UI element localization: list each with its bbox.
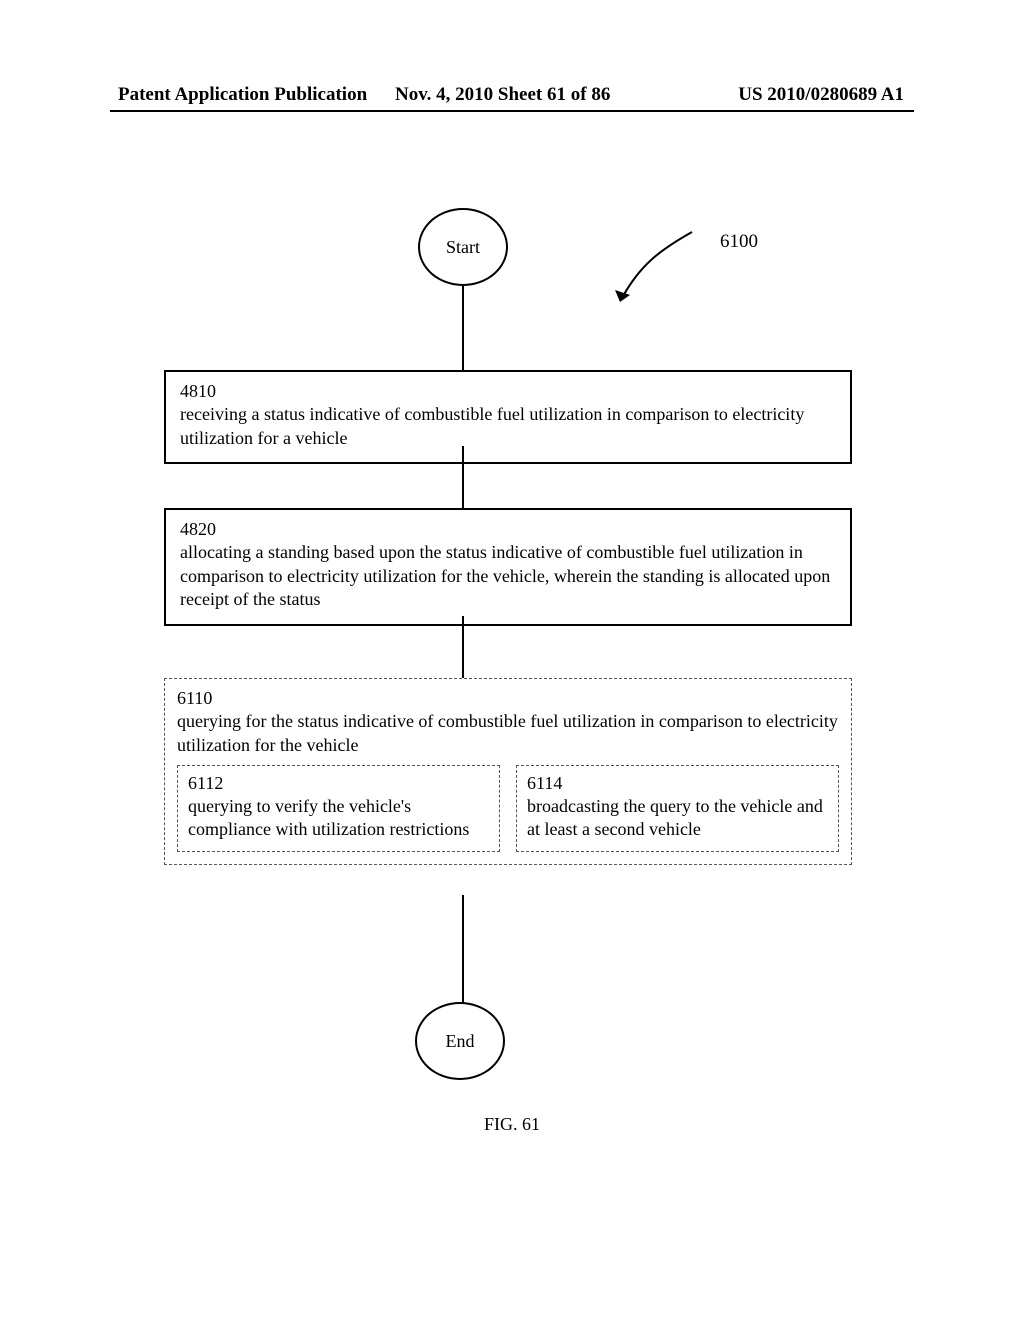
connector-line [462,446,464,508]
step-number: 4810 [180,380,836,403]
step-4820: 4820 allocating a standing based upon th… [164,508,852,626]
reference-arrow-icon [610,225,720,315]
flowchart-diagram: Start 6100 4810 receiving a status indic… [0,0,1024,1320]
connector-line [462,286,464,370]
end-label: End [446,1031,475,1052]
step-number: 4820 [180,518,836,541]
step-text: receiving a status indicative of combust… [180,403,836,450]
connector-line [462,895,464,1003]
step-text: querying to verify the vehicle's complia… [188,795,489,841]
step-text: querying for the status indicative of co… [177,710,839,757]
step-text: broadcasting the query to the vehicle an… [527,795,828,841]
step-4810: 4810 receiving a status indicative of co… [164,370,852,464]
start-label: Start [446,237,480,258]
step-number: 6112 [188,772,489,795]
step-text: allocating a standing based upon the sta… [180,541,836,611]
patent-page: Patent Application Publication Nov. 4, 2… [0,0,1024,1320]
start-node: Start [418,208,508,286]
sub-step-row: 6112 querying to verify the vehicle's co… [177,765,839,852]
step-6110: 6110 querying for the status indicative … [164,678,852,865]
end-node: End [415,1002,505,1080]
step-number: 6114 [527,772,828,795]
step-6112: 6112 querying to verify the vehicle's co… [177,765,500,852]
figure-label: FIG. 61 [0,1114,1024,1135]
step-6114: 6114 broadcasting the query to the vehic… [516,765,839,852]
step-number: 6110 [177,687,839,710]
connector-line [462,616,464,678]
reference-number: 6100 [720,231,758,253]
